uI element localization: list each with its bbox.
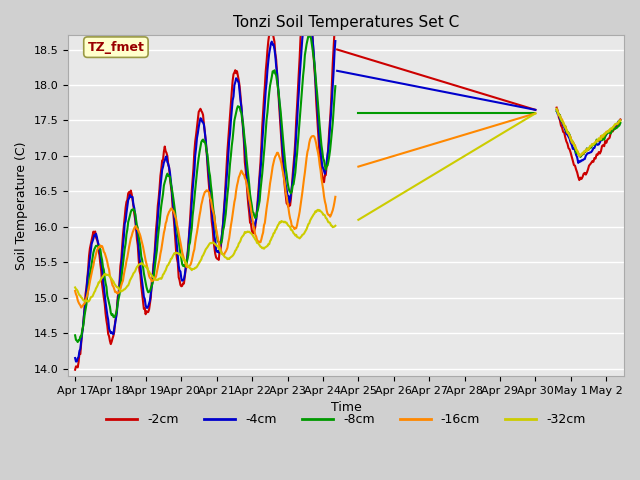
Title: Tonzi Soil Temperatures Set C: Tonzi Soil Temperatures Set C [233,15,459,30]
X-axis label: Time: Time [331,401,362,414]
Legend: -2cm, -4cm, -8cm, -16cm, -32cm: -2cm, -4cm, -8cm, -16cm, -32cm [101,408,591,431]
Y-axis label: Soil Temperature (C): Soil Temperature (C) [15,142,28,270]
Text: TZ_fmet: TZ_fmet [88,41,145,54]
